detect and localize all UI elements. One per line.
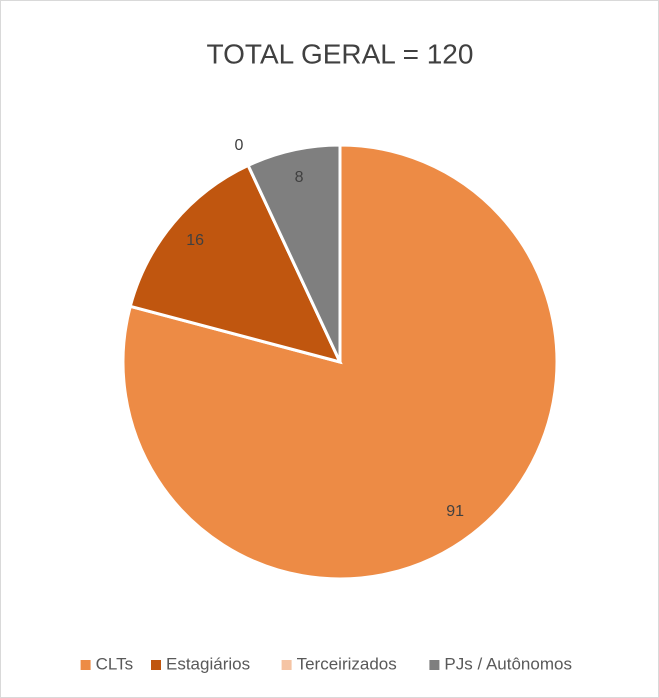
legend-label: CLTs xyxy=(96,654,133,673)
legend-label: Estagiários xyxy=(166,654,250,673)
legend-swatch xyxy=(151,660,161,670)
legend-swatch xyxy=(80,660,91,670)
data-label: 8 xyxy=(295,169,304,186)
data-label: 91 xyxy=(446,503,464,520)
pie-slice xyxy=(246,143,342,363)
pie-slice xyxy=(128,163,343,365)
chart-title: TOTAL GERAL = 120 xyxy=(207,38,474,69)
legend-label: PJs / Autônomos xyxy=(444,654,572,673)
legend-swatch xyxy=(429,660,440,670)
legend-swatch xyxy=(281,660,292,670)
legend-label: Terceirizados xyxy=(297,654,397,673)
data-label: 0 xyxy=(235,137,244,154)
data-label: 16 xyxy=(186,232,204,249)
